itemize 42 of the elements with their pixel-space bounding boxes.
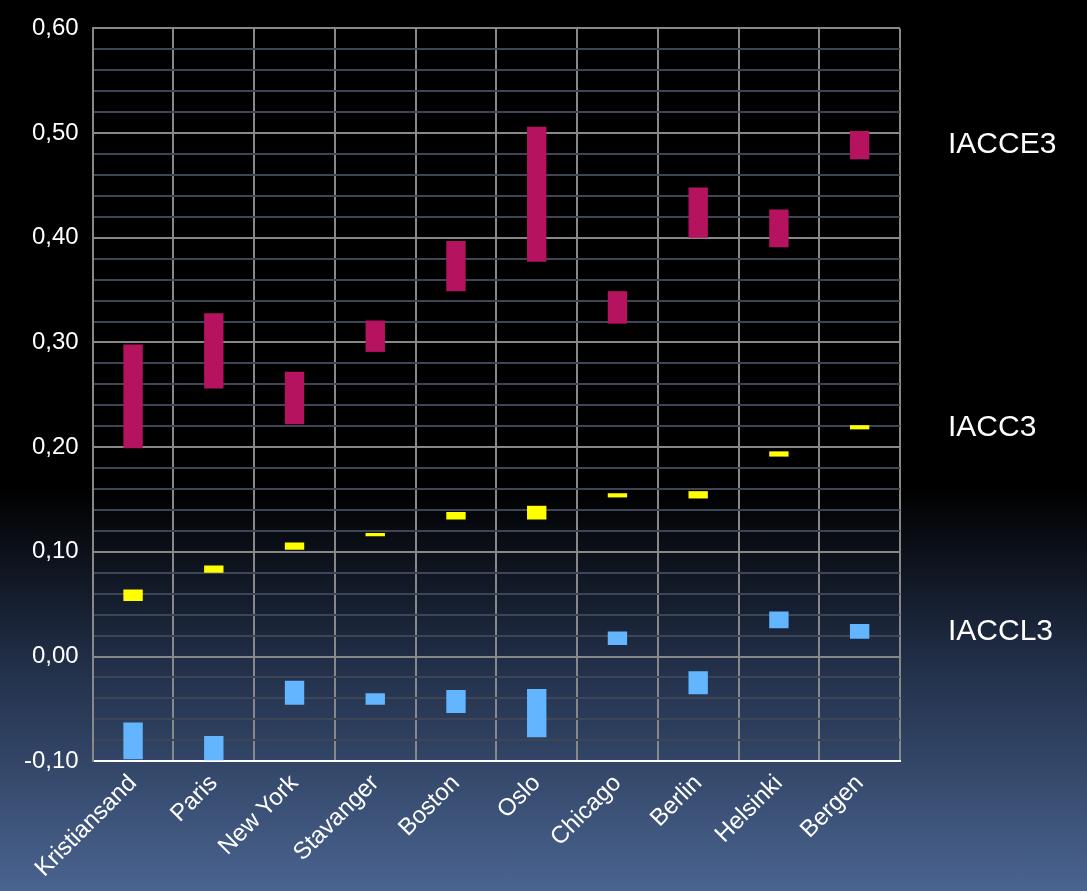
- bar: [365, 320, 385, 352]
- bar: [849, 624, 870, 639]
- y-tick-label: 0,50: [31, 117, 79, 145]
- bar: [446, 690, 466, 714]
- bar: [527, 126, 547, 262]
- bar: [527, 505, 547, 520]
- y-tick-label: 0,20: [31, 431, 79, 459]
- text: IACCL3: [948, 612, 1054, 646]
- text: IACCE3: [948, 126, 1057, 160]
- bar: [769, 451, 789, 457]
- bar: [607, 631, 628, 646]
- bar: [204, 313, 224, 389]
- bar: [607, 493, 628, 498]
- bar: [204, 565, 224, 573]
- bar: [365, 533, 385, 537]
- bar: [204, 736, 224, 761]
- bar: [607, 291, 628, 324]
- bar: [123, 722, 143, 760]
- bar: [688, 491, 708, 499]
- y-tick-label: 0,60: [31, 13, 79, 41]
- bar: [769, 209, 789, 248]
- bar: [849, 131, 870, 160]
- bar: [446, 240, 466, 292]
- bar: [769, 611, 789, 629]
- x-tick-label: Oslo: [490, 768, 545, 823]
- bar: [849, 425, 870, 430]
- y-tick-label: 0,40: [31, 222, 79, 250]
- y-tick-label: -0,10: [24, 745, 79, 773]
- bar: [284, 680, 305, 705]
- bar: [123, 589, 143, 602]
- bar: [446, 512, 466, 520]
- bar: [284, 371, 305, 425]
- text: IACC3: [948, 408, 1037, 442]
- bar: [284, 542, 305, 550]
- bar: [365, 693, 385, 705]
- y-tick-label: 0,10: [31, 536, 79, 564]
- bar: [123, 344, 143, 449]
- bar: [688, 671, 708, 695]
- y-tick-label: 0,30: [31, 327, 79, 355]
- bar: [688, 187, 708, 238]
- y-tick-label: 0,00: [31, 641, 79, 669]
- bar: [527, 689, 547, 738]
